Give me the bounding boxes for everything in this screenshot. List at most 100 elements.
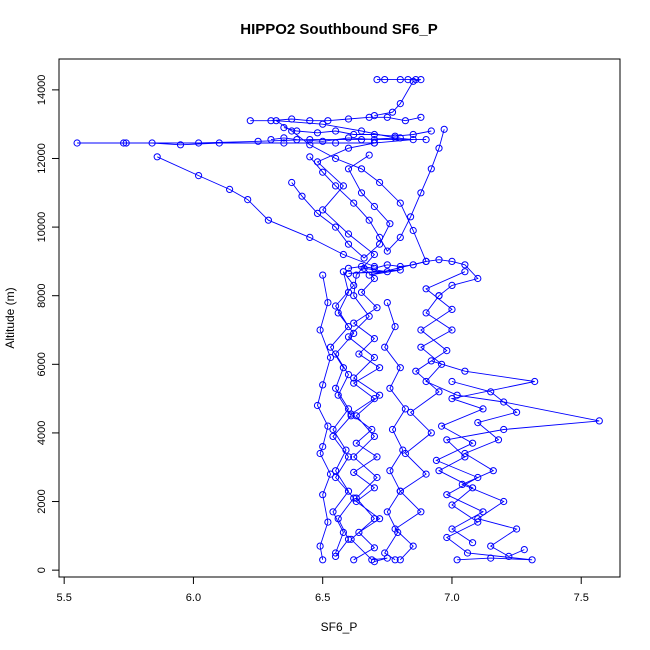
x-tick-label: 6.5	[315, 592, 330, 604]
data-point	[427, 165, 435, 173]
data-point	[215, 139, 223, 147]
series-line	[374, 79, 421, 117]
data-point	[306, 153, 314, 161]
data-point	[448, 281, 456, 289]
series-line	[348, 259, 479, 297]
data-point	[352, 439, 360, 447]
data-point	[396, 100, 404, 108]
data-point	[487, 388, 495, 396]
data-point	[438, 422, 446, 430]
data-point	[443, 491, 451, 499]
data-point	[422, 257, 430, 265]
data-point	[409, 130, 417, 139]
data-point	[422, 309, 430, 317]
data-point	[373, 453, 381, 461]
data-point	[513, 525, 521, 533]
data-point	[332, 384, 340, 392]
data-point	[417, 76, 425, 84]
series-line	[317, 275, 331, 560]
data-point	[383, 113, 391, 121]
series-line	[291, 154, 391, 259]
data-point	[288, 115, 296, 123]
data-point	[344, 405, 353, 413]
data-point	[422, 377, 430, 386]
data-point	[528, 556, 536, 564]
data-point	[344, 323, 353, 331]
data-point	[246, 117, 254, 125]
y-tick-label: 0	[36, 567, 48, 573]
data-point	[350, 379, 358, 387]
x-tick-label: 7.0	[444, 592, 459, 604]
data-point	[383, 261, 391, 269]
data-point	[324, 422, 332, 430]
data-point	[350, 292, 358, 300]
data-point	[391, 556, 399, 564]
data-point	[448, 326, 456, 334]
data-point	[448, 501, 456, 509]
data-point	[344, 487, 353, 495]
data-point	[342, 446, 350, 454]
data-point	[401, 405, 409, 413]
data-point	[409, 542, 417, 550]
y-tick-label: 2000	[36, 489, 48, 513]
data-point	[500, 398, 508, 406]
data-point	[520, 546, 528, 554]
data-point	[195, 139, 203, 147]
data-point	[396, 262, 404, 271]
x-tick-label: 5.5	[57, 592, 72, 604]
data-point	[448, 305, 456, 313]
data-point	[448, 525, 456, 533]
chart-title: HIPPO2 Southbound SF6_P	[240, 21, 438, 38]
data-point	[427, 357, 435, 365]
data-point	[386, 467, 394, 475]
series-line	[283, 127, 432, 137]
data-point	[531, 377, 539, 386]
data-point	[383, 247, 391, 255]
data-point	[244, 196, 252, 204]
data-point	[427, 429, 435, 437]
data-point	[505, 552, 513, 561]
data-point	[435, 467, 443, 475]
data-point	[350, 468, 358, 476]
x-axis: 5.5 6.0 6.5 7.0 7.5	[57, 576, 589, 604]
data-point	[417, 508, 425, 516]
data-point	[319, 491, 327, 499]
data-point	[352, 271, 360, 279]
data-point	[370, 558, 378, 566]
data-point	[513, 408, 521, 416]
series-5	[280, 124, 435, 140]
data-point	[469, 439, 477, 447]
data-point	[595, 417, 603, 425]
data-point	[350, 199, 358, 207]
data-point	[376, 178, 384, 187]
data-point	[324, 299, 332, 307]
data-point	[357, 136, 366, 144]
data-point	[176, 141, 185, 149]
data-point	[489, 467, 497, 475]
series-16	[381, 299, 409, 564]
series-11	[448, 377, 528, 561]
series-line	[394, 271, 466, 561]
data-point	[350, 374, 358, 382]
series-10	[391, 268, 469, 564]
x-tick-label: 7.5	[574, 592, 589, 604]
data-point	[417, 343, 425, 351]
data-point	[306, 117, 314, 125]
data-point	[422, 136, 430, 144]
data-point	[344, 371, 353, 379]
data-point	[319, 443, 327, 451]
data-point	[267, 117, 275, 125]
data-point	[479, 405, 487, 413]
data-point	[438, 360, 446, 368]
data-point	[332, 350, 340, 358]
data-point	[313, 209, 322, 217]
data-point	[474, 274, 482, 283]
data-point	[329, 508, 337, 516]
series-1	[326, 268, 358, 561]
data-point	[461, 449, 469, 458]
data-layer	[73, 76, 603, 566]
data-point	[474, 473, 482, 482]
data-point	[417, 326, 425, 334]
data-point	[453, 556, 461, 564]
